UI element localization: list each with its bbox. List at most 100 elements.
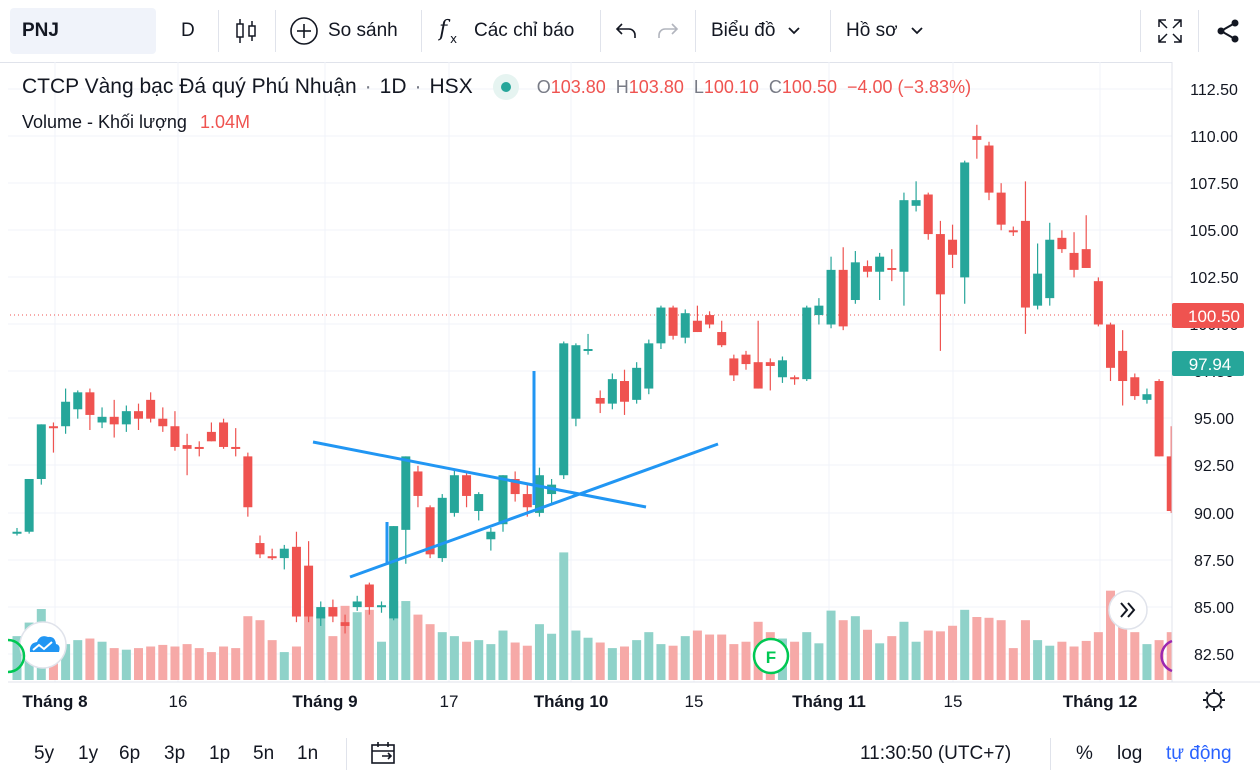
candle <box>109 399 119 438</box>
volume-bar <box>206 652 216 680</box>
volume-value: 1.04M <box>199 112 250 132</box>
candle <box>923 192 933 240</box>
candle <box>449 469 459 517</box>
range-1n[interactable]: 1n <box>297 740 318 768</box>
chevron-down-icon <box>788 27 801 35</box>
volume-bar <box>510 642 520 680</box>
candle <box>510 471 520 502</box>
event-marker-f[interactable]: F <box>752 637 790 675</box>
time-tick-label: 17 <box>440 692 459 711</box>
range-5n[interactable]: 5n <box>253 740 274 768</box>
candle-body <box>1106 324 1115 368</box>
compare-button[interactable]: So sánh <box>289 8 398 54</box>
profile-menu[interactable]: Hồ sơ <box>846 8 924 54</box>
auto-scale-toggle[interactable]: tự động <box>1166 740 1232 768</box>
indicators-label: Các chỉ báo <box>474 20 575 41</box>
settings-icon[interactable] <box>1203 689 1225 711</box>
candle-body <box>462 475 472 496</box>
series-legend: CTCP Vàng bạc Đá quý Phú Nhuận · 1D · HS… <box>22 74 971 100</box>
candle <box>935 220 945 351</box>
event-marker-label: F <box>766 648 776 667</box>
candle <box>73 390 83 419</box>
interval-button[interactable]: D <box>181 8 195 54</box>
undo-button[interactable] <box>614 8 638 54</box>
close-value: 100.50 <box>781 76 837 97</box>
volume-bar <box>170 646 180 680</box>
range-label: 6p <box>119 743 141 764</box>
symbol-search[interactable]: PNJ <box>10 8 156 54</box>
goto-date-button[interactable] <box>370 740 398 768</box>
chart-menu[interactable]: Biểu đồ <box>711 8 801 54</box>
candle-body <box>267 556 277 559</box>
candle-body <box>948 239 958 255</box>
time-tick-label: Tháng 10 <box>534 692 609 711</box>
percent-toggle[interactable]: % <box>1076 740 1093 768</box>
range-5y[interactable]: 5y <box>34 740 54 768</box>
volume-bar <box>923 630 933 680</box>
time-tick-label: Tháng 8 <box>22 692 87 711</box>
candle-body <box>571 345 581 419</box>
candle <box>632 362 642 404</box>
range-label: 5y <box>34 743 55 764</box>
range-1p[interactable]: 1p <box>209 740 230 768</box>
trendline-upper[interactable] <box>312 440 647 509</box>
candle-body <box>802 307 812 380</box>
candle <box>790 375 800 385</box>
volume-bar <box>984 617 994 680</box>
range-3p[interactable]: 3p <box>164 740 185 768</box>
volume-bar <box>911 641 921 680</box>
divider <box>1050 738 1051 770</box>
price-tick-label: 87.50 <box>1194 553 1234 570</box>
candle-body <box>255 543 265 555</box>
candle <box>316 601 326 626</box>
fullscreen-button[interactable] <box>1156 8 1184 54</box>
candle <box>741 350 751 370</box>
range-6p[interactable]: 6p <box>119 740 140 768</box>
volume-bar <box>498 630 508 680</box>
volume-bar <box>474 640 484 680</box>
candle <box>486 527 496 551</box>
candle-body <box>814 305 824 316</box>
candle-body <box>121 411 131 425</box>
candle <box>1069 232 1079 278</box>
time-axis[interactable]: Tháng 8 16 Tháng 9 17 Tháng 10 15 Tháng 11 15 Th… <box>22 692 1137 711</box>
candle <box>595 390 605 414</box>
log-toggle[interactable]: log <box>1117 740 1142 768</box>
share-button[interactable] <box>1214 8 1242 54</box>
volume-bar <box>340 605 350 680</box>
volume-bar <box>121 649 131 680</box>
candle-body <box>97 416 107 423</box>
bottom-toolbar: 5y 1y 6p 3p 1p 5n 1n 11:30:50 (UTC+7) % … <box>0 730 1260 778</box>
range-1y[interactable]: 1y <box>78 740 98 768</box>
fullscreen-icon <box>1158 19 1182 43</box>
candle <box>48 422 58 453</box>
candle <box>984 141 994 201</box>
candle <box>97 407 107 429</box>
candle-body <box>304 565 314 617</box>
candle-body <box>790 377 800 380</box>
candle-body <box>316 607 326 619</box>
candle-body <box>692 320 702 333</box>
candle <box>146 392 156 423</box>
volume-bar <box>559 552 569 680</box>
trend-drawings[interactable] <box>312 371 719 579</box>
scroll-right-button[interactable] <box>1108 590 1148 630</box>
cloud-logo[interactable] <box>19 621 67 669</box>
log-label: log <box>1117 743 1143 764</box>
percent-label: % <box>1076 743 1093 764</box>
chart-type-button[interactable] <box>234 8 258 54</box>
last-price-badge: 100.50 <box>1172 303 1244 328</box>
redo-button[interactable] <box>656 8 680 54</box>
candle-body <box>522 494 532 508</box>
candle-body <box>753 362 763 389</box>
clock-button[interactable]: 11:30:50 (UTC+7) <box>860 740 1011 768</box>
candle-body <box>1069 252 1079 270</box>
time-tick-label: Tháng 9 <box>292 692 357 711</box>
volume-bar <box>401 601 411 680</box>
trendline-lower[interactable] <box>349 442 719 579</box>
candle-body <box>668 307 678 336</box>
volume-bar <box>935 631 945 680</box>
volume-bar <box>1130 632 1140 680</box>
